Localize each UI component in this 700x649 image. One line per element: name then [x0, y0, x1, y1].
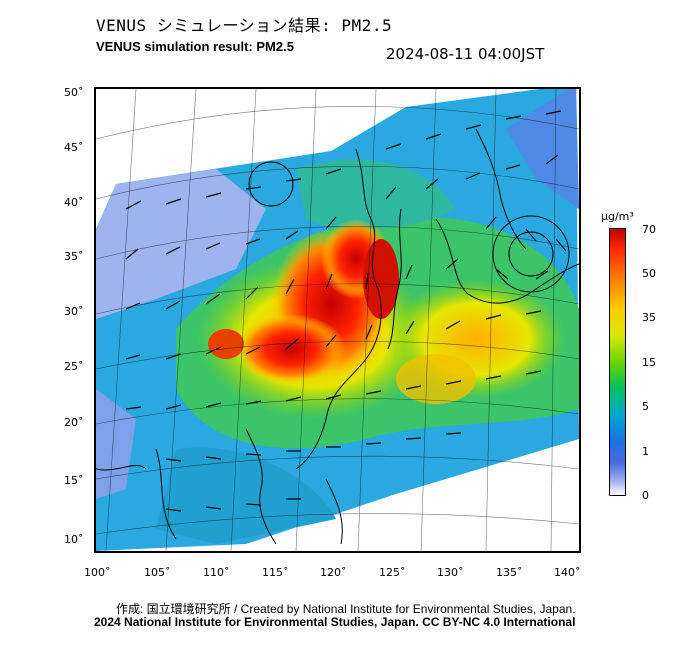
colorbar-tick: 35	[642, 311, 656, 324]
low-concentration-area	[96, 169, 266, 319]
title-japanese: VENUS シミュレーション結果: PM2.5	[96, 16, 393, 35]
lat-label: 25˚	[64, 360, 84, 373]
lon-label: 105˚	[144, 566, 171, 579]
lat-label: 35˚	[64, 250, 84, 263]
lon-label: 125˚	[379, 566, 406, 579]
lon-label: 115˚	[262, 566, 289, 579]
colorbar-unit: μg/m³	[601, 210, 634, 223]
lat-label: 40˚	[64, 196, 84, 209]
colorbar-tick: 5	[642, 400, 649, 413]
wind-vectors	[125, 110, 567, 512]
license-line: 2024 National Institute for Environmenta…	[94, 615, 576, 629]
colorbar-tick: 50	[642, 267, 656, 280]
forecast-timestamp: 2024-08-11 04:00JST	[386, 45, 545, 63]
credit-line: 作成: 国立環境研究所 / Created by National Instit…	[116, 602, 576, 616]
lat-label: 10˚	[64, 533, 84, 546]
lon-label: 135˚	[496, 566, 523, 579]
colorbar-tick: 15	[642, 356, 656, 369]
lon-label: 100˚	[84, 566, 111, 579]
lat-label: 15˚	[64, 474, 84, 487]
title-english: VENUS simulation result: PM2.5	[96, 39, 294, 54]
map-canvas	[96, 89, 579, 551]
colorbar-tick: 1	[642, 445, 649, 458]
lat-label: 30˚	[64, 305, 84, 318]
lat-label: 45˚	[64, 141, 84, 154]
lon-label: 120˚	[320, 566, 347, 579]
lon-label: 110˚	[203, 566, 230, 579]
pm25-map	[94, 87, 581, 553]
colorbar	[609, 228, 626, 496]
colorbar-tick: 0	[642, 489, 649, 502]
lon-label: 130˚	[437, 566, 464, 579]
lat-label: 50˚	[64, 86, 84, 99]
lon-label: 140˚	[554, 566, 581, 579]
coastlines	[96, 128, 579, 545]
colorbar-tick: 70	[642, 223, 656, 236]
lat-label: 20˚	[64, 416, 84, 429]
cyclone-circulation	[248, 161, 570, 293]
